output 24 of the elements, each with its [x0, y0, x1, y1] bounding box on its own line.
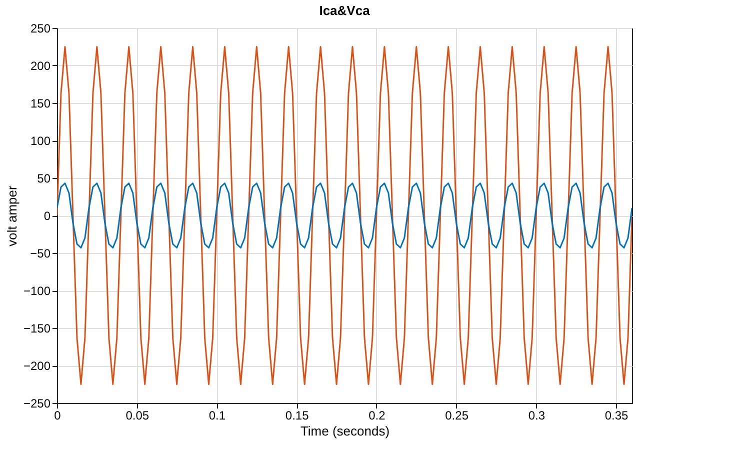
x-tick-label: 0.05 [126, 408, 150, 422]
x-tick-label: 0.2 [368, 408, 386, 422]
y-tick-label: 0 [44, 209, 51, 223]
y-tick-label: −250 [23, 396, 51, 410]
y-tick-label: 250 [30, 22, 51, 36]
y-tick-label: −100 [23, 284, 51, 298]
x-tick-label: 0.35 [604, 408, 629, 422]
x-tick-label: 0.1 [208, 408, 226, 422]
y-tick-label: −150 [23, 322, 51, 336]
y-tick-label: −50 [30, 246, 51, 260]
y-tick-label: −200 [23, 359, 51, 373]
x-tick-label: 0 [54, 408, 62, 422]
y-axis-title: volt amper [4, 184, 20, 246]
x-tick-label: 0.25 [445, 408, 469, 422]
line-series [57, 182, 632, 248]
y-tick-label: 150 [30, 96, 51, 110]
chart-title: Ica&Vca [319, 3, 371, 18]
x-tick-label: 0.3 [528, 408, 546, 422]
y-tick-label: 100 [30, 134, 51, 148]
y-tick-label: 200 [30, 59, 51, 73]
x-axis-title: Time (seconds) [300, 424, 390, 438]
y-tick-label: 50 [37, 172, 51, 186]
line-series [57, 46, 632, 385]
x-tick-label: 0.15 [285, 408, 310, 422]
